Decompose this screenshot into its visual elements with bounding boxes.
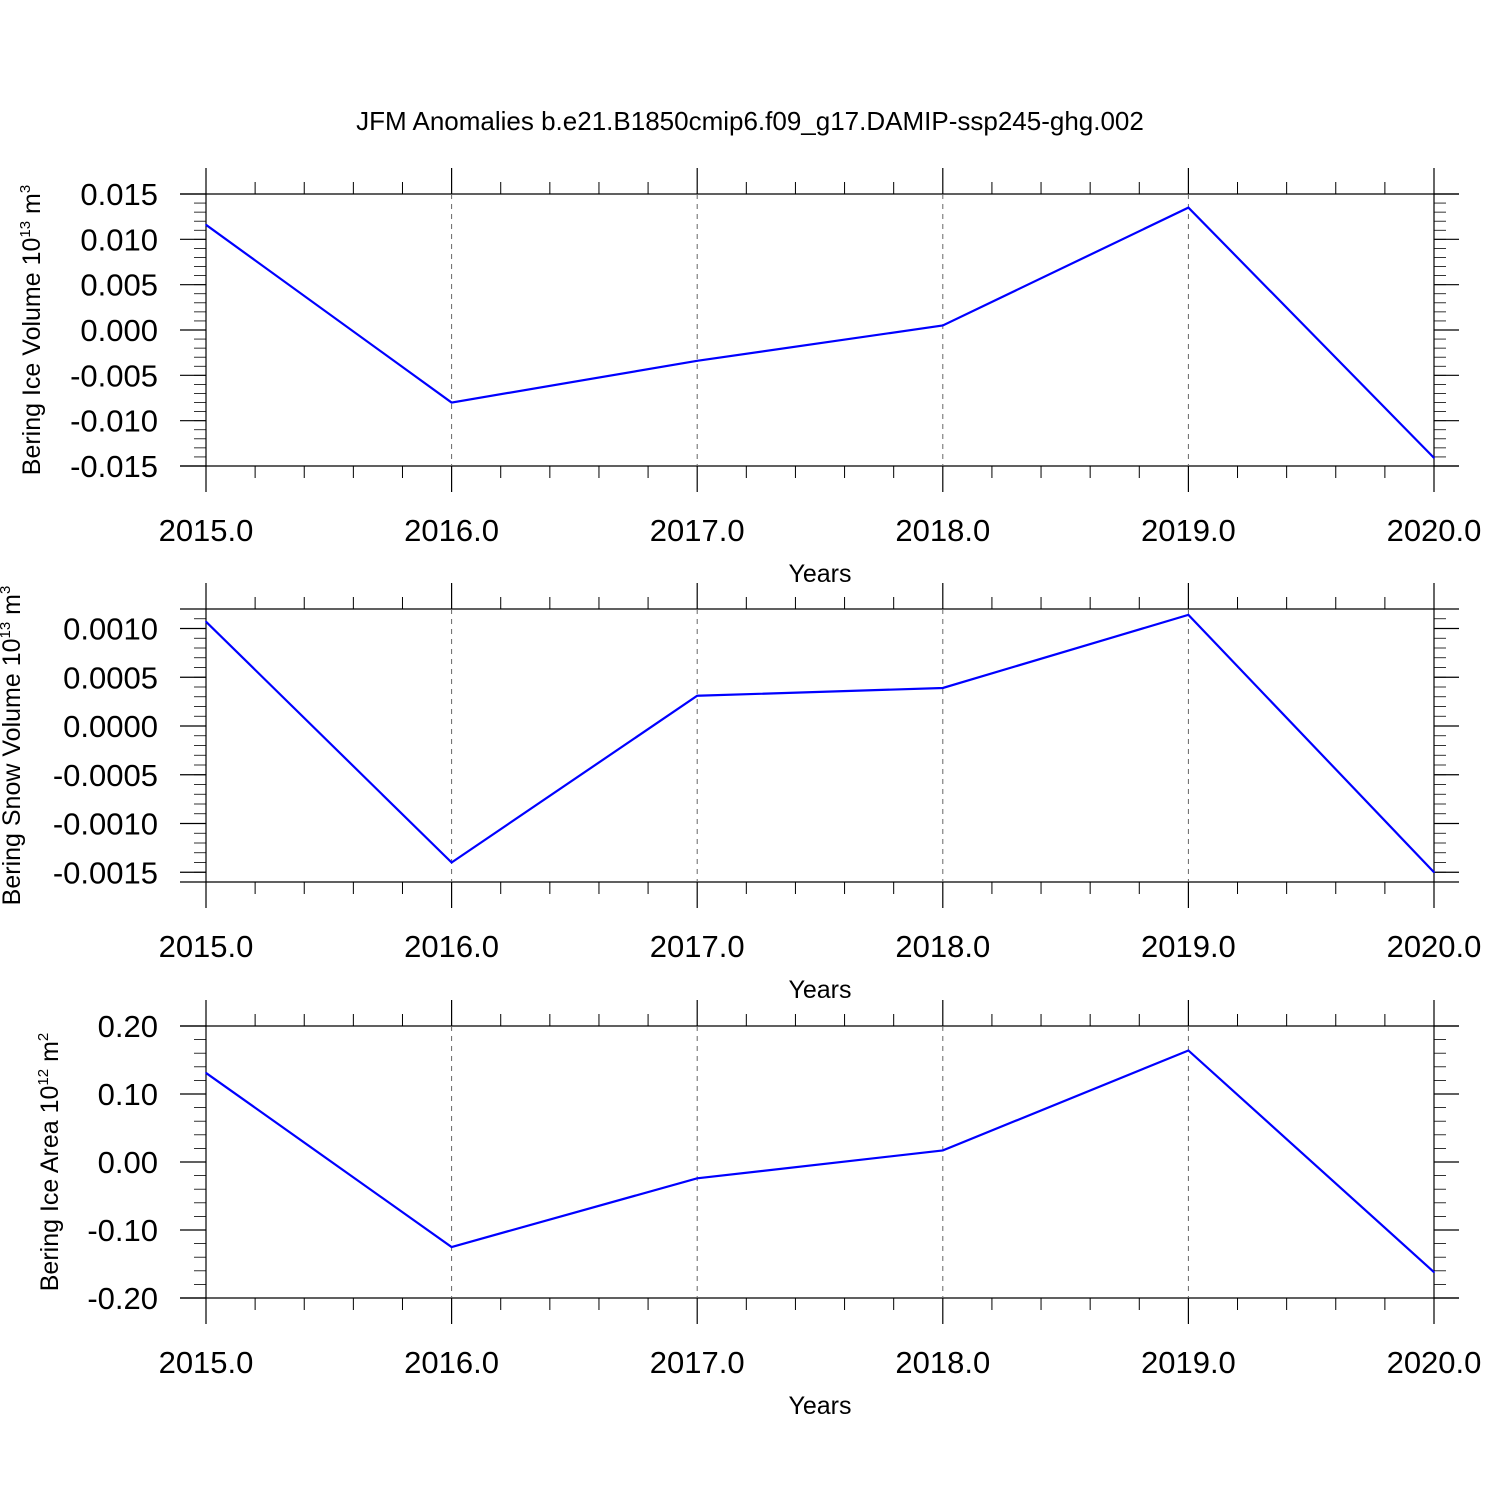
data-point xyxy=(450,1246,453,1248)
data-point xyxy=(696,1177,698,1180)
y-tick-label: -0.20 xyxy=(87,1281,158,1316)
data-point xyxy=(1187,206,1190,209)
y-tick-label: -0.010 xyxy=(70,404,158,439)
y-tick-label: -0.10 xyxy=(87,1213,158,1248)
data-point xyxy=(450,401,453,404)
data-point xyxy=(942,687,944,689)
x-axis-label: Years xyxy=(788,560,851,588)
x-tick-label: 2016.0 xyxy=(404,513,499,548)
y-tick-label: 0.0005 xyxy=(63,660,158,695)
y-tick-label: 0.005 xyxy=(80,268,158,303)
x-tick-label: 2020.0 xyxy=(1387,929,1482,964)
x-tick-label: 2017.0 xyxy=(650,1345,745,1380)
x-tick-label: 2020.0 xyxy=(1387,513,1482,548)
data-point xyxy=(1433,871,1435,874)
y-axis-label: Bering Snow Volume 1013 m3 xyxy=(0,586,26,906)
y-tick-label: 0.0010 xyxy=(63,612,158,647)
data-point xyxy=(942,324,944,327)
x-tick-label: 2018.0 xyxy=(895,1345,990,1380)
y-tick-label: 0.015 xyxy=(80,177,158,212)
y-tick-label: 0.000 xyxy=(80,313,158,348)
data-point xyxy=(942,1149,944,1152)
data-point xyxy=(696,694,698,697)
series-line xyxy=(205,613,1435,874)
y-axis-label: Bering Ice Area 1012 m2 xyxy=(35,1033,64,1292)
data-point xyxy=(1187,614,1190,616)
y-tick-label: 0.20 xyxy=(98,1009,158,1044)
x-tick-label: 2017.0 xyxy=(650,513,745,548)
x-tick-label: 2019.0 xyxy=(1141,513,1236,548)
data-point xyxy=(696,360,698,362)
data-point xyxy=(205,620,207,623)
y-tick-label: 0.010 xyxy=(80,222,158,257)
y-tick-label: -0.015 xyxy=(70,449,158,484)
data-point xyxy=(450,861,453,864)
series-line xyxy=(205,206,1435,459)
y-tick-label: 0.10 xyxy=(98,1077,158,1112)
data-point xyxy=(1433,1271,1435,1273)
y-tick-label: -0.005 xyxy=(70,358,158,393)
x-tick-label: 2015.0 xyxy=(159,513,254,548)
x-axis-label: Years xyxy=(788,976,851,1004)
x-tick-label: 2019.0 xyxy=(1141,1345,1236,1380)
chart-panel-1: 2015.0 2016.0 2017.0 2018.0 2019.0 2020.0 Year… xyxy=(17,168,1481,588)
chart-panel-2: 2015.0 2016.0 2017.0 2018.0 2019.0 2020.0 Year… xyxy=(0,583,1481,1004)
data-point xyxy=(1187,1049,1190,1052)
y-axis-label: Bering Ice Volume 1013 m3 xyxy=(17,185,46,475)
series-line xyxy=(205,1049,1435,1273)
x-tick-label: 2015.0 xyxy=(159,1345,254,1380)
y-tick-label: 0.00 xyxy=(98,1145,158,1180)
figure-title: JFM Anomalies b.e21.B1850cmip6.f09_g17.D… xyxy=(356,106,1144,136)
y-tick-label: -0.0015 xyxy=(53,855,158,890)
x-tick-label: 2016.0 xyxy=(404,929,499,964)
chart-panel-3: 2015.0 2016.0 2017.0 2018.0 2019.0 2020.0 Year… xyxy=(35,1000,1481,1420)
data-point xyxy=(1433,457,1435,459)
y-tick-label: -0.0005 xyxy=(53,758,158,793)
x-tick-label: 2016.0 xyxy=(404,1345,499,1380)
y-tick-label: 0.0000 xyxy=(63,709,158,744)
x-tick-label: 2018.0 xyxy=(895,513,990,548)
x-tick-label: 2020.0 xyxy=(1387,1345,1482,1380)
data-point xyxy=(205,224,207,226)
x-tick-label: 2015.0 xyxy=(159,929,254,964)
y-tick-label: -0.0010 xyxy=(53,807,158,842)
x-tick-label: 2019.0 xyxy=(1141,929,1236,964)
x-axis-label: Years xyxy=(788,1392,851,1420)
x-tick-label: 2017.0 xyxy=(650,929,745,964)
x-tick-label: 2018.0 xyxy=(895,929,990,964)
data-point xyxy=(205,1072,207,1074)
